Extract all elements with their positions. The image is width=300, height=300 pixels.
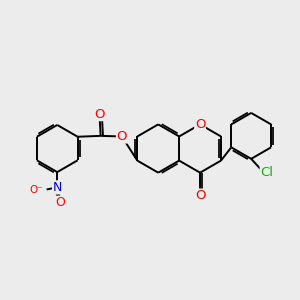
Text: O: O [55, 196, 65, 209]
Text: Cl: Cl [260, 166, 273, 179]
Text: O: O [94, 108, 105, 121]
Text: N: N [52, 181, 62, 194]
Text: O: O [195, 118, 205, 131]
Text: O: O [195, 189, 205, 202]
Text: O⁻: O⁻ [29, 185, 43, 195]
Text: O: O [117, 130, 127, 143]
